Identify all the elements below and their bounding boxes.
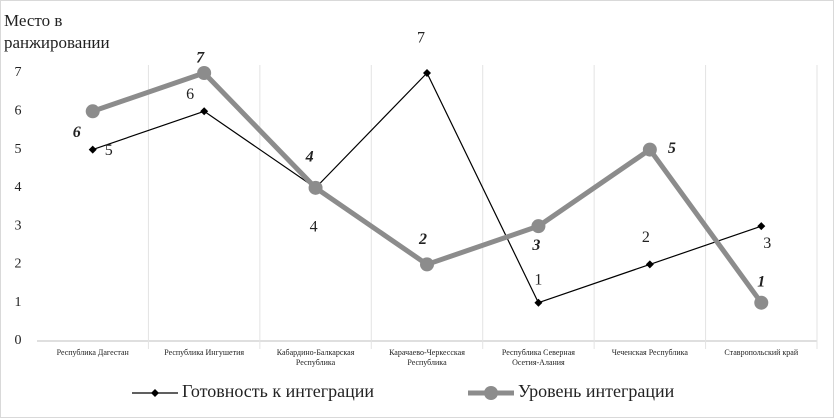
point (423, 69, 431, 77)
data-label: 6 (186, 86, 194, 103)
point (420, 257, 434, 272)
data-label: 5 (668, 140, 676, 157)
y-tick-label: 4 (15, 180, 22, 195)
data-label: 1 (534, 271, 542, 288)
data-label: 6 (73, 124, 81, 141)
data-label: 3 (531, 237, 540, 254)
data-label: 2 (418, 231, 427, 248)
y-tick-label: 3 (15, 218, 22, 233)
point (88, 145, 97, 154)
x-tick-label: Республика Ингушетия (164, 348, 245, 357)
point (534, 298, 543, 307)
data-label: 5 (105, 142, 113, 159)
x-tick-label: Ставропольский край (724, 348, 799, 357)
point (197, 66, 212, 80)
point (531, 219, 546, 234)
point (757, 222, 766, 231)
data-label: 7 (417, 30, 425, 47)
data-label: 4 (310, 219, 318, 236)
data-label: 1 (757, 273, 765, 290)
point (85, 104, 100, 119)
y-tick-label: 7 (15, 65, 22, 80)
data-label: 2 (642, 229, 650, 246)
point (200, 107, 209, 116)
y-tick-label: 2 (15, 257, 22, 272)
data-label: 3 (763, 235, 771, 252)
legend-label: Готовность к интеграции (182, 381, 374, 401)
legend-label: Уровень интеграции (518, 381, 675, 401)
y-axis-title: Место в ранжировании (4, 11, 110, 52)
y-tick-label: 0 (15, 333, 22, 348)
x-tick-label: Карачаево-Черкесская Республика (389, 348, 465, 367)
point (754, 295, 769, 310)
point (642, 142, 657, 157)
point (645, 260, 654, 269)
x-tick-label: Кабардино-Балкарская Республика (276, 348, 355, 367)
legend-marker (151, 389, 159, 397)
y-tick-label: 5 (15, 142, 22, 157)
x-tick-label: Республика Северная Осетия-Алания (501, 348, 575, 367)
x-tick-label: Чеченская Республика (611, 348, 688, 357)
legend-marker (484, 386, 498, 400)
y-tick-label: 1 (15, 295, 22, 310)
point (308, 180, 323, 195)
data-label: 7 (196, 50, 205, 67)
y-tick-label: 6 (15, 104, 22, 119)
x-tick-label: Республика Дагестан (56, 348, 129, 357)
data-label: 4 (305, 149, 314, 166)
